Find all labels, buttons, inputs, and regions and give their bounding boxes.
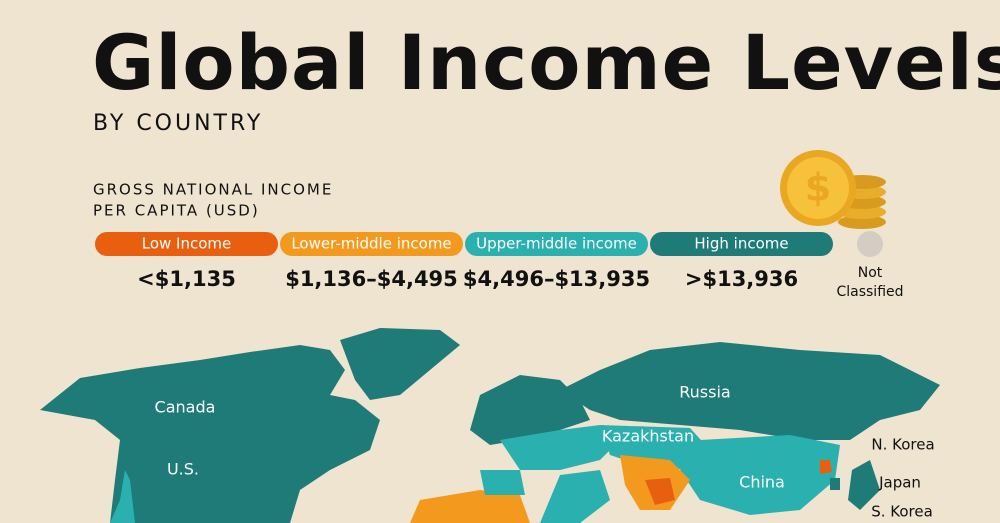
legend-label: High income <box>694 235 788 253</box>
legend: Low Income <$1,135 Lower-middle income $1,1… <box>95 232 833 291</box>
legend-heading: GROSS NATIONAL INCOME <box>93 181 333 199</box>
country-label: N. Korea <box>871 436 934 454</box>
legend-label: Low Income <box>142 235 232 253</box>
legend-pill <box>465 232 648 256</box>
legend-label: Lower-middle income <box>291 235 451 253</box>
legend-heading: PER CAPITA (USD) <box>93 202 260 220</box>
country-label: S. Korea <box>871 503 933 521</box>
legend-pill <box>650 232 833 256</box>
legend-range: >$13,936 <box>685 267 798 291</box>
legend-label: Upper-middle income <box>476 235 637 253</box>
subtitle: BY COUNTRY <box>93 111 263 136</box>
country-label: Kazakhstan <box>602 427 694 446</box>
country-label: Russia <box>679 383 730 402</box>
map-labels: Canada U.S. Russia Kazakhstan China N. K… <box>155 383 935 521</box>
coin-icon: $ <box>780 150 886 229</box>
title: Global Income Levels <box>92 18 1000 107</box>
world-map <box>40 328 940 523</box>
country-label: U.S. <box>167 460 199 479</box>
country-label: Canada <box>155 398 216 417</box>
legend-pill <box>280 232 463 256</box>
country-label: Japan <box>878 474 921 492</box>
svg-text:$: $ <box>805 166 831 210</box>
legend-range: $1,136–$4,495 <box>285 267 458 291</box>
not-classified-label: Classified <box>836 284 903 300</box>
legend-range: $4,496–$13,935 <box>463 267 650 291</box>
country-label: China <box>739 473 785 492</box>
legend-range: <$1,135 <box>137 267 236 291</box>
not-classified-swatch <box>857 231 883 257</box>
not-classified-label: Not <box>858 265 883 281</box>
legend-pill <box>95 232 278 256</box>
